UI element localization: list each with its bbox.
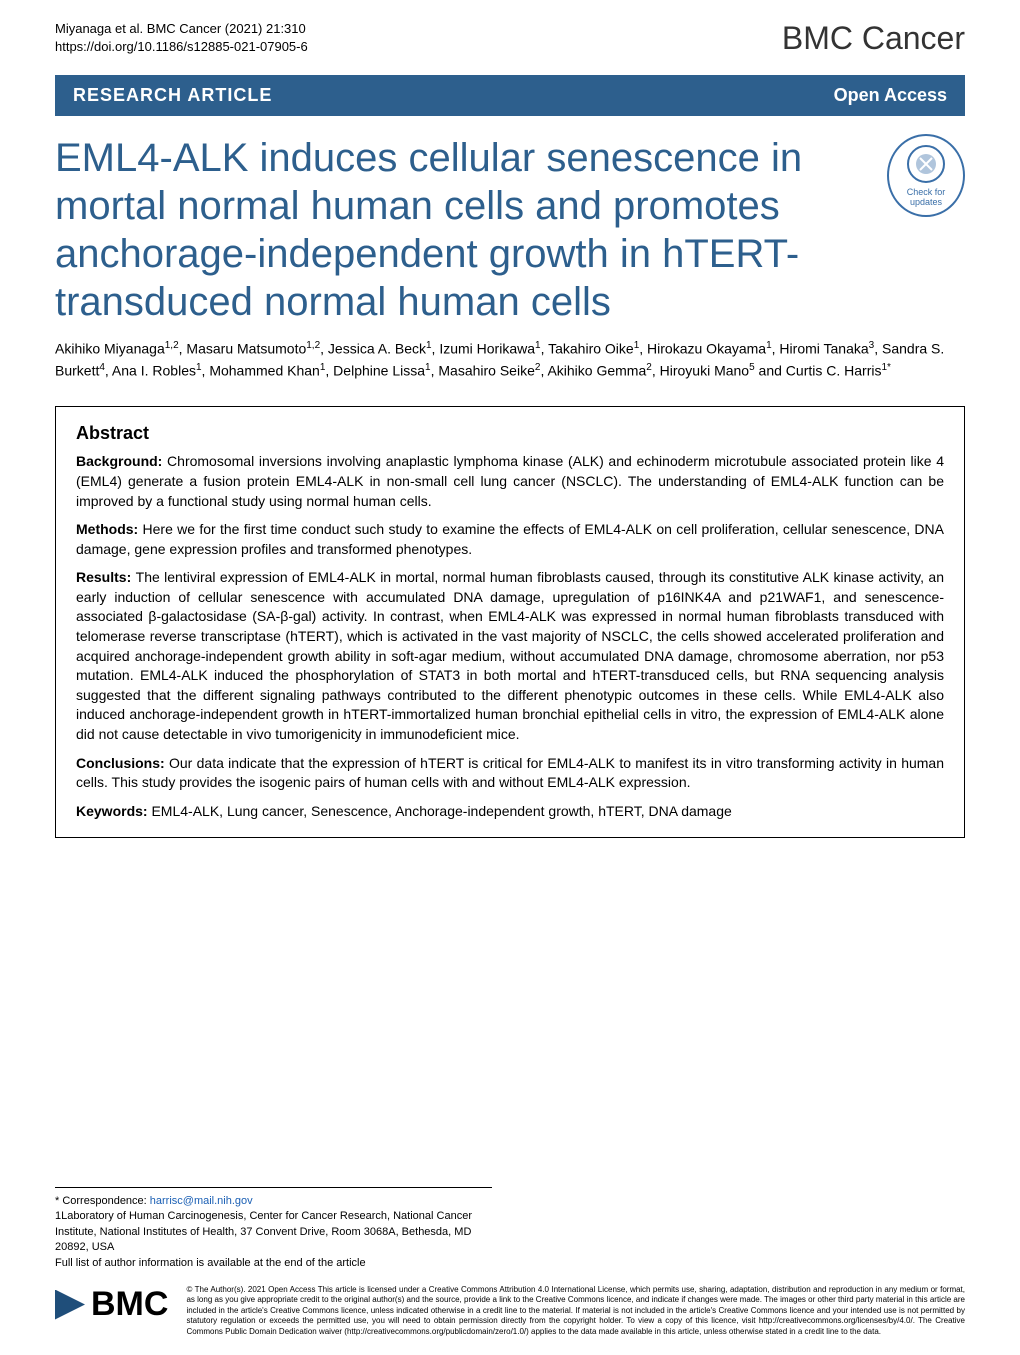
correspondence-block: * Correspondence: harrisc@mail.nih.gov 1… (55, 1187, 492, 1271)
page-header: Miyanaga et al. BMC Cancer (2021) 21:310… (0, 0, 1020, 57)
correspondence-label: * Correspondence: (55, 1195, 150, 1207)
crossmark-icon (906, 144, 946, 184)
article-type-bar: RESEARCH ARTICLE Open Access (55, 75, 965, 116)
citation-doi: https://doi.org/10.1186/s12885-021-07905… (55, 38, 308, 56)
abstract-conclusions: Conclusions: Our data indicate that the … (76, 754, 944, 793)
authors-list: Akihiko Miyanaga1,2, Masaru Matsumoto1,2… (0, 326, 1020, 381)
license-row: BMC © The Author(s). 2021 Open Access Th… (55, 1285, 965, 1337)
license-text: © The Author(s). 2021 Open Access This a… (186, 1285, 965, 1337)
abstract-heading: Abstract (76, 423, 944, 444)
affiliation-1: 1Laboratory of Human Carcinogenesis, Cen… (55, 1210, 472, 1253)
citation-block: Miyanaga et al. BMC Cancer (2021) 21:310… (55, 20, 308, 56)
check-updates-badge[interactable]: Check for updates (887, 134, 965, 217)
author-info-note: Full list of author information is avail… (55, 1257, 366, 1269)
abstract-box: Abstract Background: Chromosomal inversi… (55, 406, 965, 838)
bmc-logo: BMC (55, 1285, 168, 1324)
check-updates-text: Check for updates (907, 187, 946, 207)
open-access-label: Open Access (834, 85, 947, 106)
abstract-background: Background: Chromosomal inversions invol… (76, 452, 944, 511)
abstract-keywords: Keywords: EML4-ALK, Lung cancer, Senesce… (76, 802, 944, 822)
bmc-logo-text: BMC (91, 1285, 168, 1324)
correspondence-email[interactable]: harrisc@mail.nih.gov (150, 1195, 253, 1207)
bmc-flag-icon (55, 1290, 85, 1320)
abstract-results: Results: The lentiviral expression of EM… (76, 568, 944, 744)
page-footer: * Correspondence: harrisc@mail.nih.gov 1… (0, 1187, 1020, 1355)
citation-line1: Miyanaga et al. BMC Cancer (2021) 21:310 (55, 20, 308, 38)
title-row: EML4-ALK induces cellular senescence in … (0, 116, 1020, 326)
article-title: EML4-ALK induces cellular senescence in … (55, 134, 862, 326)
journal-logo: BMC Cancer (782, 20, 965, 57)
abstract-methods: Methods: Here we for the first time cond… (76, 520, 944, 559)
article-type-label: RESEARCH ARTICLE (73, 85, 272, 106)
